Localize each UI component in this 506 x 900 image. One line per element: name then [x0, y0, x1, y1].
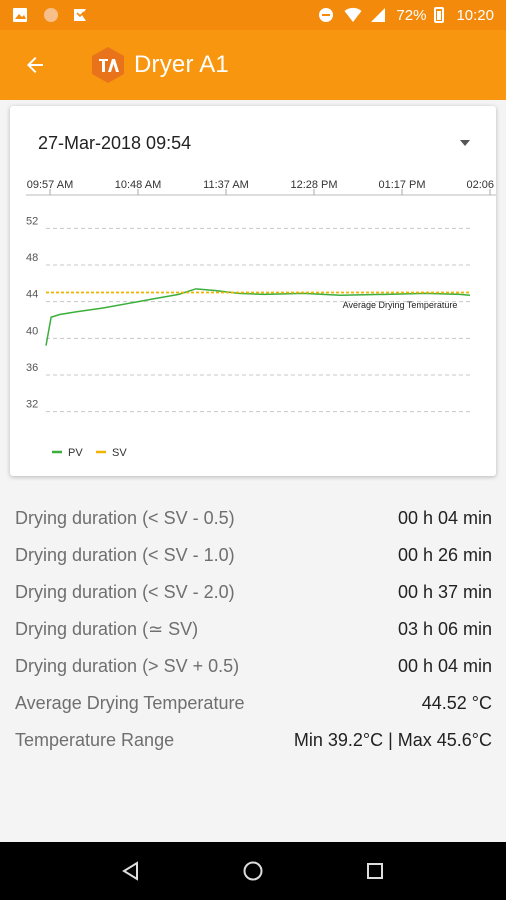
nav-home-button[interactable] — [233, 851, 273, 891]
stat-label: Temperature Range — [15, 730, 175, 750]
stat-row: Drying duration (> SV + 0.5) 00 h 04 min — [15, 648, 492, 685]
stat-row: Drying duration (≃ SV) 03 h 06 min — [15, 611, 492, 648]
page-title: Dryer A1 — [134, 51, 229, 78]
wifi-icon — [344, 7, 362, 23]
clock-time: 10:20 — [456, 6, 494, 24]
series-line-pv — [45, 288, 471, 346]
x-tick-label: 10:48 AM — [115, 180, 161, 191]
x-tick-label: 12:28 PM — [290, 180, 337, 191]
stat-value: 00 h 37 min — [397, 582, 492, 602]
y-tick-label: 32 — [26, 399, 38, 411]
stat-label: Drying duration (< SV - 2.0) — [15, 582, 235, 602]
cell-signal-icon — [370, 7, 388, 23]
stat-label: Average Drying Temperature — [15, 693, 245, 713]
status-bar: 72% 10:20 — [0, 0, 506, 30]
stats-list: Drying duration (< SV - 0.5) 00 h 04 min D… — [0, 500, 506, 759]
app-notification-icon — [44, 8, 58, 22]
y-tick-label: 44 — [26, 289, 38, 301]
stat-row: Average Drying Temperature 44.52 °C — [15, 685, 492, 722]
battery-percent: 72% — [396, 6, 427, 24]
stat-value: 00 h 04 min — [397, 508, 492, 528]
y-tick-label: 52 — [26, 215, 38, 227]
stat-value: 00 h 26 min — [397, 545, 492, 565]
stat-label: Drying duration (> SV + 0.5) — [15, 656, 240, 676]
y-tick-label: 40 — [26, 325, 38, 337]
stat-row: Drying duration (< SV - 0.5) 00 h 04 min — [15, 500, 492, 537]
temperature-chart-svg: 09:57 AM 10:48 AM 11:37 AM 12:28 PM 01:17 PM… — [26, 180, 496, 459]
legend-label-sv: SV — [112, 447, 127, 459]
image-notification-icon — [12, 7, 30, 23]
legend-label-pv: PV — [68, 447, 83, 459]
chevron-down-icon — [460, 140, 470, 146]
stat-value: 00 h 04 min — [397, 656, 492, 676]
temperature-chart: 09:57 AM 10:48 AM 11:37 AM 12:28 PM 01:17 PM… — [10, 180, 496, 476]
circle-home-icon — [243, 861, 263, 881]
arrow-left-icon — [27, 57, 43, 73]
triangle-back-icon — [122, 861, 138, 881]
square-recents-icon — [367, 863, 383, 879]
stat-value: 03 h 06 min — [397, 619, 492, 639]
nav-back-button[interactable] — [111, 851, 151, 891]
date-dropdown[interactable]: 27-Mar-2018 09:54 — [10, 106, 496, 180]
system-nav-bar — [0, 842, 506, 900]
x-tick-label: 01:17 PM — [378, 180, 425, 191]
stat-label: Drying duration (< SV - 1.0) — [15, 545, 235, 565]
stat-row: Drying duration (< SV - 2.0) 00 h 37 min — [15, 574, 492, 611]
average-annotation-label: Average Drying Temperature — [343, 300, 458, 310]
battery-icon — [434, 7, 445, 23]
stat-value: Min 39.2°C | Max 45.6°C — [293, 730, 492, 750]
chart-card: 27-Mar-2018 09:54 09:57 AM 10:48 AM 11:37 … — [10, 106, 496, 476]
y-tick-label: 48 — [26, 252, 38, 264]
stat-row: Temperature Range Min 39.2°C | Max 45.6°C — [15, 722, 492, 759]
x-tick-label: 11:37 AM — [203, 180, 249, 191]
stat-label: Drying duration (≃ SV) — [15, 619, 199, 639]
brand-logo — [92, 47, 124, 83]
flag-notification-icon — [72, 7, 90, 23]
y-tick-label: 36 — [26, 362, 38, 374]
date-dropdown-value: 27-Mar-2018 09:54 — [38, 132, 192, 153]
app-bar: Dryer A1 — [0, 30, 506, 100]
x-tick-label: 09:57 AM — [27, 180, 73, 191]
stat-row: Drying duration (< SV - 1.0) 00 h 26 min — [15, 537, 492, 574]
back-button[interactable] — [0, 30, 70, 100]
stat-label: Drying duration (< SV - 0.5) — [15, 508, 235, 528]
stat-value: 44.52 °C — [421, 693, 492, 713]
x-tick-label: 02:06 PM — [466, 180, 496, 191]
do-not-disturb-icon — [318, 7, 336, 23]
nav-recents-button[interactable] — [355, 851, 395, 891]
